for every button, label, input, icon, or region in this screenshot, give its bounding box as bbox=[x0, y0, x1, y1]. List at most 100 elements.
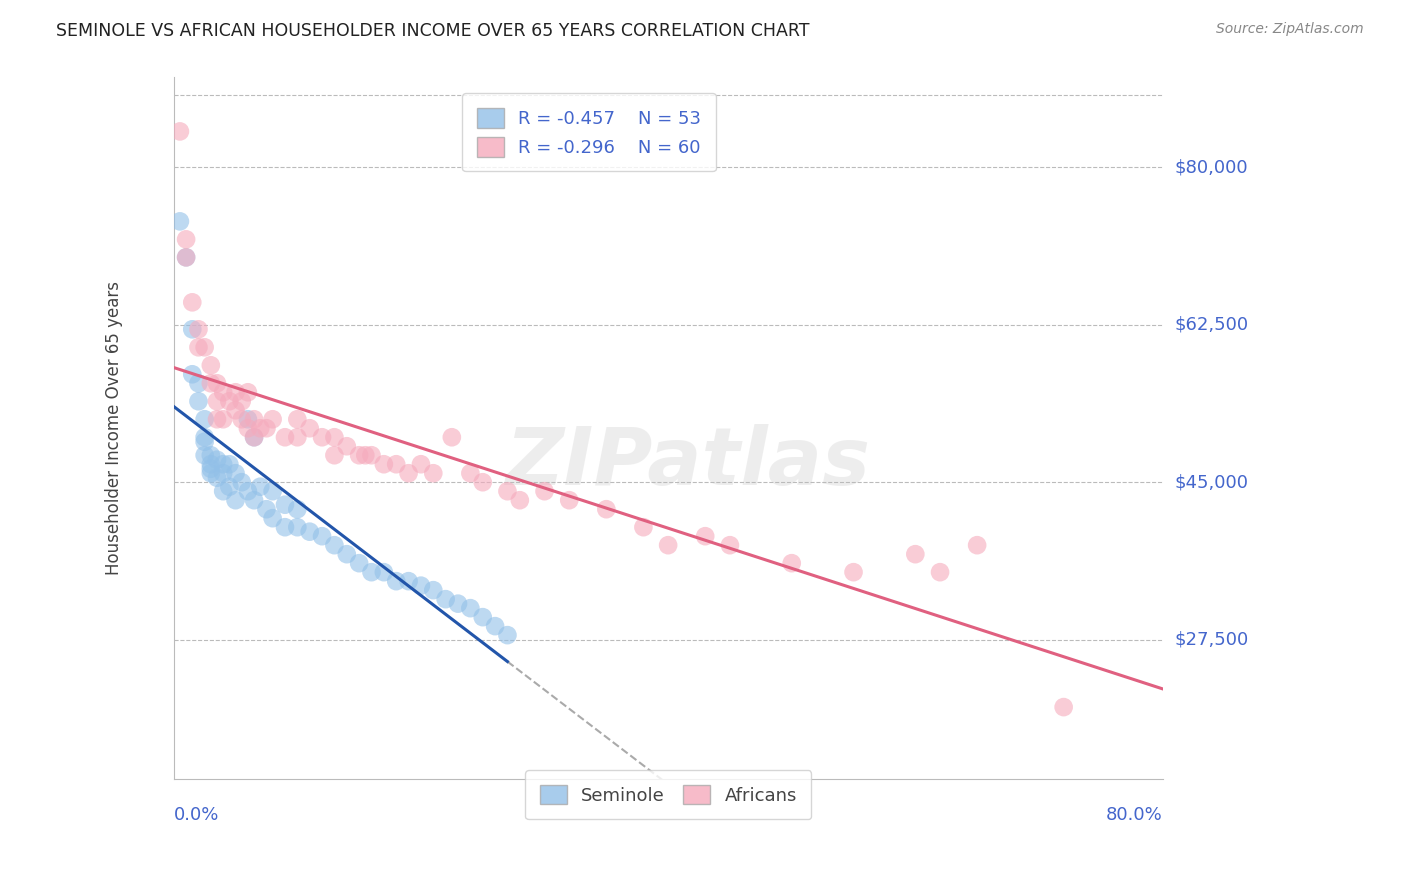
Point bbox=[181, 322, 204, 336]
Point bbox=[336, 547, 359, 561]
Point bbox=[533, 484, 555, 499]
Point bbox=[187, 394, 209, 409]
Text: $27,500: $27,500 bbox=[1175, 631, 1249, 648]
Point bbox=[633, 520, 655, 534]
Point bbox=[181, 368, 204, 382]
Point bbox=[274, 430, 297, 444]
Point bbox=[212, 484, 235, 499]
Point bbox=[354, 448, 377, 462]
Point bbox=[225, 467, 247, 481]
Point bbox=[842, 565, 865, 579]
Point bbox=[194, 430, 217, 444]
Point bbox=[187, 376, 209, 391]
Point bbox=[285, 520, 308, 534]
Text: $62,500: $62,500 bbox=[1175, 316, 1249, 334]
Point bbox=[205, 376, 228, 391]
Point bbox=[231, 394, 253, 409]
Point bbox=[236, 484, 259, 499]
Point bbox=[509, 493, 531, 508]
Point bbox=[323, 538, 346, 552]
Point bbox=[323, 430, 346, 444]
Text: 0.0%: 0.0% bbox=[174, 806, 219, 824]
Point bbox=[347, 556, 370, 570]
Text: 80.0%: 80.0% bbox=[1105, 806, 1163, 824]
Text: Source: ZipAtlas.com: Source: ZipAtlas.com bbox=[1216, 22, 1364, 37]
Point bbox=[285, 412, 308, 426]
Point bbox=[496, 484, 519, 499]
Point bbox=[200, 376, 222, 391]
Point bbox=[231, 412, 253, 426]
Point bbox=[298, 421, 321, 435]
Point bbox=[398, 574, 420, 589]
Point bbox=[212, 412, 235, 426]
Point bbox=[1053, 700, 1076, 714]
Point bbox=[218, 457, 240, 471]
Point bbox=[657, 538, 679, 552]
Point bbox=[243, 430, 266, 444]
Point bbox=[595, 502, 617, 516]
Point bbox=[212, 457, 235, 471]
Point bbox=[434, 592, 457, 607]
Point bbox=[174, 232, 197, 246]
Point bbox=[558, 493, 581, 508]
Point bbox=[205, 394, 228, 409]
Point bbox=[243, 430, 266, 444]
Text: SEMINOLE VS AFRICAN HOUSEHOLDER INCOME OVER 65 YEARS CORRELATION CHART: SEMINOLE VS AFRICAN HOUSEHOLDER INCOME O… bbox=[56, 22, 810, 40]
Point bbox=[496, 628, 519, 642]
Point bbox=[311, 430, 333, 444]
Point bbox=[373, 457, 395, 471]
Point bbox=[447, 597, 470, 611]
Point bbox=[385, 457, 408, 471]
Point bbox=[236, 385, 259, 400]
Point bbox=[360, 448, 382, 462]
Point bbox=[966, 538, 988, 552]
Point bbox=[169, 214, 191, 228]
Point bbox=[249, 421, 271, 435]
Point bbox=[929, 565, 952, 579]
Point bbox=[780, 556, 803, 570]
Point bbox=[471, 610, 494, 624]
Point bbox=[262, 484, 284, 499]
Point bbox=[398, 467, 420, 481]
Point bbox=[440, 430, 463, 444]
Point bbox=[360, 565, 382, 579]
Point bbox=[695, 529, 717, 543]
Point bbox=[311, 529, 333, 543]
Point bbox=[347, 448, 370, 462]
Point bbox=[274, 498, 297, 512]
Point bbox=[169, 124, 191, 138]
Text: $80,000: $80,000 bbox=[1175, 159, 1249, 177]
Text: ZIPatlas: ZIPatlas bbox=[505, 425, 870, 502]
Point bbox=[262, 511, 284, 525]
Point bbox=[205, 471, 228, 485]
Point bbox=[218, 480, 240, 494]
Point bbox=[249, 480, 271, 494]
Point bbox=[205, 412, 228, 426]
Point bbox=[718, 538, 741, 552]
Text: Householder Income Over 65 years: Householder Income Over 65 years bbox=[105, 281, 124, 575]
Point bbox=[904, 547, 927, 561]
Point bbox=[181, 295, 204, 310]
Point bbox=[336, 439, 359, 453]
Point bbox=[285, 430, 308, 444]
Point bbox=[174, 251, 197, 265]
Point bbox=[225, 385, 247, 400]
Point bbox=[323, 448, 346, 462]
Point bbox=[225, 493, 247, 508]
Point bbox=[409, 579, 432, 593]
Point bbox=[200, 359, 222, 373]
Point bbox=[225, 403, 247, 417]
Point bbox=[212, 385, 235, 400]
Point bbox=[187, 340, 209, 354]
Point bbox=[274, 520, 297, 534]
Point bbox=[373, 565, 395, 579]
Point bbox=[460, 601, 482, 615]
Point bbox=[422, 583, 444, 598]
Point bbox=[243, 493, 266, 508]
Point bbox=[243, 412, 266, 426]
Point bbox=[256, 502, 278, 516]
Point bbox=[218, 394, 240, 409]
Point bbox=[298, 524, 321, 539]
Point bbox=[471, 475, 494, 490]
Point bbox=[484, 619, 506, 633]
